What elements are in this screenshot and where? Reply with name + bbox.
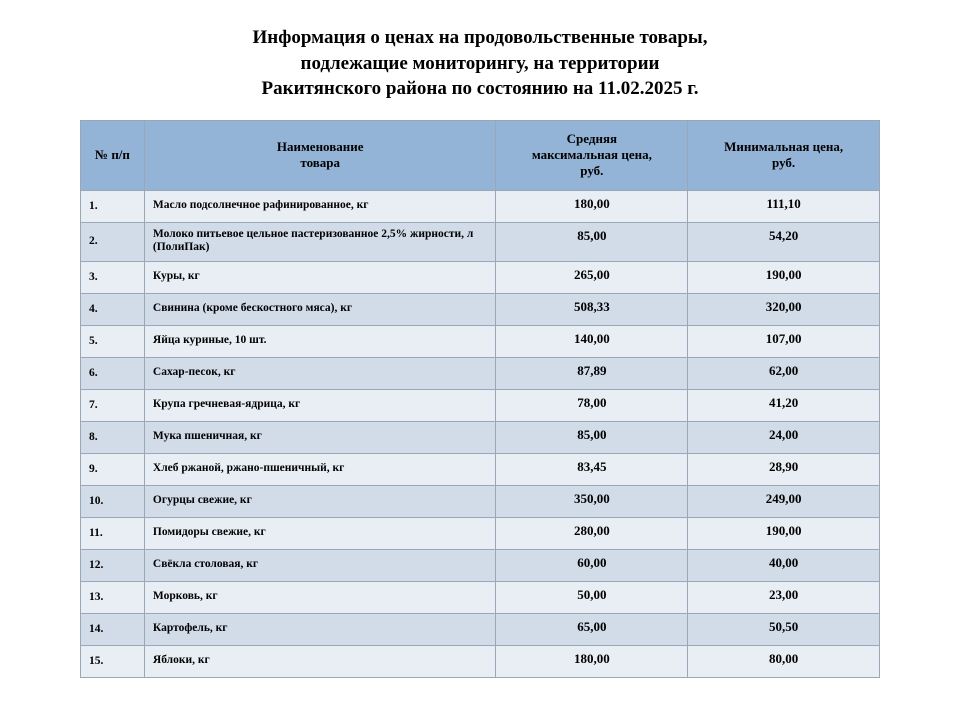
col-header-max-l1: Средняя [567, 131, 617, 146]
table-row: 5.Яйца куриные, 10 шт.140,00107,00 [81, 326, 880, 358]
cell-name: Огурцы свежие, кг [144, 486, 496, 518]
price-table: № п/п Наименование товара Средняя максим… [80, 120, 880, 678]
cell-name: Картофель, кг [144, 614, 496, 646]
cell-num: 6. [81, 358, 145, 390]
title-line-2: подлежащие мониторингу, на территории [301, 53, 660, 74]
cell-min-price: 40,00 [688, 550, 880, 582]
cell-max-price: 180,00 [496, 190, 688, 222]
cell-name: Крупа гречневая-ядрица, кг [144, 390, 496, 422]
col-header-max: Средняя максимальная цена, руб. [496, 120, 688, 190]
cell-max-price: 65,00 [496, 614, 688, 646]
table-row: 8.Мука пшеничная, кг85,0024,00 [81, 422, 880, 454]
cell-num: 2. [81, 222, 145, 262]
cell-max-price: 78,00 [496, 390, 688, 422]
col-header-min: Минимальная цена, руб. [688, 120, 880, 190]
cell-min-price: 28,90 [688, 454, 880, 486]
cell-num: 4. [81, 294, 145, 326]
col-header-name-l1: Наименование [277, 139, 364, 154]
table-row: 15.Яблоки, кг180,0080,00 [81, 646, 880, 678]
table-row: 6.Сахар-песок, кг87,8962,00 [81, 358, 880, 390]
cell-max-price: 87,89 [496, 358, 688, 390]
cell-num: 11. [81, 518, 145, 550]
cell-min-price: 24,00 [688, 422, 880, 454]
cell-min-price: 23,00 [688, 582, 880, 614]
cell-min-price: 111,10 [688, 190, 880, 222]
cell-min-price: 50,50 [688, 614, 880, 646]
cell-max-price: 60,00 [496, 550, 688, 582]
cell-num: 5. [81, 326, 145, 358]
col-header-min-l2: руб. [772, 155, 795, 170]
table-row: 10.Огурцы свежие, кг350,00249,00 [81, 486, 880, 518]
cell-min-price: 190,00 [688, 518, 880, 550]
cell-name: Свёкла столовая, кг [144, 550, 496, 582]
table-row: 3.Куры, кг265,00190,00 [81, 262, 880, 294]
col-header-name: Наименование товара [144, 120, 496, 190]
cell-num: 10. [81, 486, 145, 518]
cell-name: Масло подсолнечное рафинированное, кг [144, 190, 496, 222]
cell-max-price: 140,00 [496, 326, 688, 358]
title-line-1: Информация о ценах на продовольственные … [253, 27, 708, 48]
table-body: 1.Масло подсолнечное рафинированное, кг1… [81, 190, 880, 678]
col-header-max-l2: максимальная цена, [532, 147, 652, 162]
col-header-name-l2: товара [300, 155, 340, 170]
col-header-max-l3: руб. [580, 163, 603, 178]
cell-name: Морковь, кг [144, 582, 496, 614]
cell-min-price: 320,00 [688, 294, 880, 326]
cell-max-price: 508,33 [496, 294, 688, 326]
col-header-num-text: № п/п [95, 147, 130, 162]
cell-num: 7. [81, 390, 145, 422]
col-header-num: № п/п [81, 120, 145, 190]
cell-max-price: 50,00 [496, 582, 688, 614]
table-row: 1.Масло подсолнечное рафинированное, кг1… [81, 190, 880, 222]
cell-max-price: 85,00 [496, 222, 688, 262]
table-row: 12.Свёкла столовая, кг60,0040,00 [81, 550, 880, 582]
cell-name: Куры, кг [144, 262, 496, 294]
table-row: 11.Помидоры свежие, кг280,00190,00 [81, 518, 880, 550]
cell-max-price: 280,00 [496, 518, 688, 550]
cell-max-price: 85,00 [496, 422, 688, 454]
cell-num: 8. [81, 422, 145, 454]
col-header-min-l1: Минимальная цена, [724, 139, 843, 154]
cell-min-price: 80,00 [688, 646, 880, 678]
cell-min-price: 107,00 [688, 326, 880, 358]
cell-num: 14. [81, 614, 145, 646]
cell-name: Хлеб ржаной, ржано-пшеничный, кг [144, 454, 496, 486]
table-row: 7.Крупа гречневая-ядрица, кг78,0041,20 [81, 390, 880, 422]
cell-name: Свинина (кроме бескостного мяса), кг [144, 294, 496, 326]
cell-name: Яйца куриные, 10 шт. [144, 326, 496, 358]
table-row: 9.Хлеб ржаной, ржано-пшеничный, кг83,452… [81, 454, 880, 486]
cell-num: 9. [81, 454, 145, 486]
cell-name: Молоко питьевое цельное пастеризованное … [144, 222, 496, 262]
table-row: 14.Картофель, кг65,0050,50 [81, 614, 880, 646]
cell-min-price: 41,20 [688, 390, 880, 422]
cell-name: Мука пшеничная, кг [144, 422, 496, 454]
cell-min-price: 62,00 [688, 358, 880, 390]
table-row: 4.Свинина (кроме бескостного мяса), кг50… [81, 294, 880, 326]
cell-min-price: 249,00 [688, 486, 880, 518]
table-row: 2.Молоко питьевое цельное пастеризованно… [81, 222, 880, 262]
cell-max-price: 265,00 [496, 262, 688, 294]
cell-num: 13. [81, 582, 145, 614]
table-header-row: № п/п Наименование товара Средняя максим… [81, 120, 880, 190]
cell-num: 1. [81, 190, 145, 222]
page: Информация о ценах на продовольственные … [0, 0, 960, 678]
cell-num: 12. [81, 550, 145, 582]
page-title: Информация о ценах на продовольственные … [80, 25, 880, 102]
cell-min-price: 190,00 [688, 262, 880, 294]
cell-num: 3. [81, 262, 145, 294]
cell-min-price: 54,20 [688, 222, 880, 262]
cell-name: Сахар-песок, кг [144, 358, 496, 390]
cell-max-price: 83,45 [496, 454, 688, 486]
table-row: 13.Морковь, кг50,0023,00 [81, 582, 880, 614]
cell-name: Яблоки, кг [144, 646, 496, 678]
title-line-3: Ракитянского района по состоянию на 11.0… [262, 78, 699, 99]
cell-max-price: 180,00 [496, 646, 688, 678]
cell-max-price: 350,00 [496, 486, 688, 518]
cell-name: Помидоры свежие, кг [144, 518, 496, 550]
cell-num: 15. [81, 646, 145, 678]
